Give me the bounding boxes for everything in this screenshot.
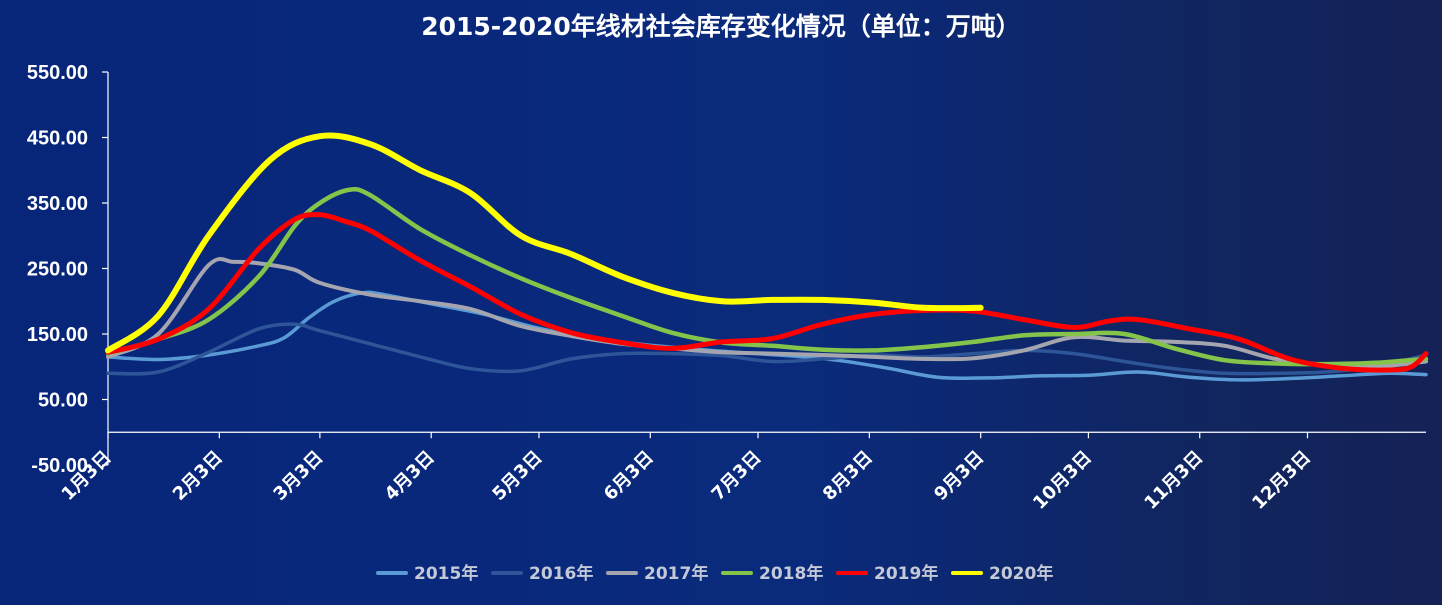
x-tick-label: 12月3日: [1248, 447, 1315, 514]
legend-label: 2020年: [989, 563, 1053, 584]
axes: [107, 72, 1426, 465]
y-tick-label: 250.00: [27, 259, 88, 281]
x-tick-label: 6月3日: [600, 447, 658, 505]
legend-label: 2015年: [414, 563, 478, 584]
series-line-2020年: [105, 132, 984, 354]
legend-label: 2017年: [644, 563, 708, 584]
legend-label: 2018年: [759, 563, 823, 584]
y-tick-label: 50.00: [38, 390, 88, 412]
series-layer: [105, 132, 1429, 382]
y-tick-label: 150.00: [27, 324, 88, 346]
x-tick-label: 2月3日: [169, 447, 227, 505]
y-tick-label: 350.00: [27, 193, 88, 215]
x-tick-label: 8月3日: [819, 447, 877, 505]
x-tick-label: 11月3日: [1140, 447, 1207, 514]
series-line-2019年: [105, 212, 1429, 373]
x-tick-label: 10月3日: [1029, 447, 1096, 514]
y-tick-label: -50.00: [31, 455, 88, 477]
legend-label: 2016年: [529, 563, 593, 584]
y-axis-ticks: 550.00 450.00 350.00 250.00 150.00 50.00 -50.0…: [27, 62, 108, 477]
x-tick-label: 7月3日: [708, 447, 766, 505]
legend-label: 2019年: [874, 563, 938, 584]
x-tick-label: 5月3日: [488, 447, 546, 505]
y-tick-label: 450.00: [27, 128, 88, 150]
x-axis-ticks: 1月3日 2月3日 3月3日 4月3日 5月3日 6月3日 7月3日 8月3日 9月3日 10月3…: [58, 432, 1315, 514]
x-tick-label: 3月3日: [269, 447, 327, 505]
y-tick-label: 550.00: [27, 62, 88, 84]
chart-title: 2015-2020年线材社会库存变化情况（单位：万吨）: [421, 12, 1021, 41]
series-line-2016年: [106, 322, 1428, 376]
series-line-2017年: [106, 256, 1428, 369]
legend: 2015年 2016年 2017年 2018年 2019年 2020年: [376, 563, 1053, 584]
x-tick-label: 9月3日: [930, 447, 988, 505]
x-tick-label: 4月3日: [381, 447, 439, 505]
